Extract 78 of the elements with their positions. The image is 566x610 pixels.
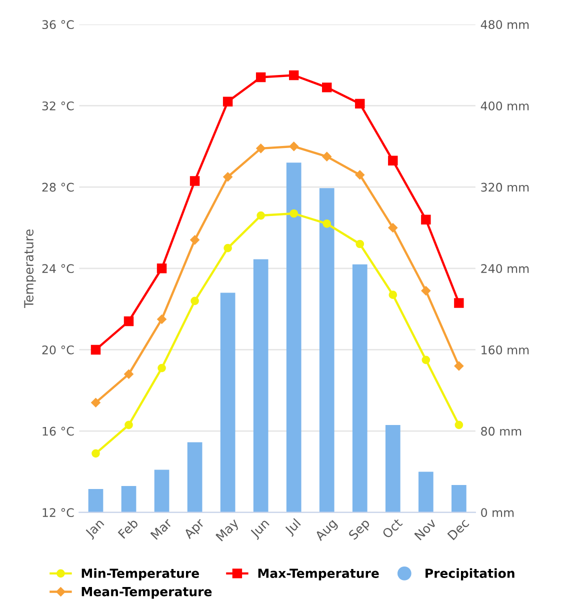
point — [90, 344, 101, 355]
x-tick-label: Feb — [118, 518, 139, 539]
y2-tick-label: 0 mm — [481, 508, 514, 518]
point — [256, 144, 266, 154]
point — [124, 370, 134, 379]
y-axis-title: Temperature — [24, 229, 36, 308]
y2-tick-label: 240 mm — [481, 264, 529, 274]
point — [256, 211, 265, 220]
x-tick-label: Apr — [183, 518, 207, 542]
point — [222, 96, 233, 107]
bar — [352, 264, 368, 512]
legend-label: Max-Temperature — [258, 568, 379, 580]
point — [454, 361, 464, 371]
bar — [418, 472, 434, 512]
point — [190, 235, 200, 245]
x-tick-label: Jun — [249, 518, 272, 540]
point — [422, 356, 430, 364]
legend-label: Min-Temperature — [82, 568, 199, 580]
point — [91, 398, 100, 408]
point — [421, 214, 431, 224]
bar — [385, 424, 400, 512]
point — [223, 172, 232, 182]
point — [190, 296, 199, 306]
y2-tick-label: 160 mm — [482, 345, 529, 354]
point — [421, 286, 431, 296]
bar — [319, 188, 334, 512]
point — [454, 298, 464, 308]
bar — [220, 292, 236, 512]
point — [256, 72, 266, 82]
point — [92, 449, 100, 458]
point — [290, 209, 298, 218]
y-tick-label: 24 °C — [42, 264, 74, 274]
point — [190, 176, 200, 186]
x-tick-label: Sep — [348, 518, 372, 542]
bar — [154, 470, 170, 512]
point — [288, 70, 299, 80]
y-tick-label: 20 °C — [42, 345, 74, 354]
point — [355, 170, 365, 180]
point — [158, 364, 166, 372]
point — [224, 244, 232, 252]
bar — [88, 489, 104, 512]
y2-tick-label: 320 mm — [481, 182, 529, 192]
x-tick-label: Mar — [150, 518, 173, 540]
bar — [187, 442, 202, 512]
y-tick-label: 16 °C — [42, 426, 74, 436]
y-tick-label: 28 °C — [42, 182, 74, 192]
point — [124, 316, 134, 326]
x-tick-label: Dec — [447, 518, 470, 540]
y2-tick-label: 480 mm — [480, 20, 529, 30]
point — [388, 156, 398, 166]
bar — [452, 484, 466, 512]
point — [156, 264, 167, 274]
x-tick-label: Jul — [284, 518, 303, 537]
y-tick-label: 32 °C — [42, 101, 74, 110]
point — [322, 82, 332, 92]
y2-tick-label: 80 mm — [481, 426, 522, 436]
point — [157, 314, 166, 324]
y2-tick-label: 400 mm — [480, 101, 529, 110]
x-tick-label: Oct — [382, 518, 403, 539]
legend-label: Mean-Temperature — [82, 587, 212, 599]
point — [289, 142, 298, 152]
bar — [286, 162, 302, 512]
point — [322, 152, 332, 162]
legend-label: Precipitation — [426, 568, 514, 580]
point — [454, 420, 464, 430]
point — [388, 223, 398, 232]
point — [322, 220, 332, 228]
y-tick-label: 12 °C — [42, 508, 74, 518]
y-tick-label: 36 °C — [42, 20, 74, 30]
x-tick-label: Aug — [314, 518, 339, 544]
point — [388, 290, 398, 299]
point — [124, 420, 133, 430]
bar — [253, 259, 268, 512]
bar — [121, 486, 136, 512]
x-tick-label: Nov — [414, 518, 437, 540]
x-tick-label: Jan — [84, 518, 106, 540]
point — [355, 98, 365, 109]
point — [356, 240, 364, 248]
